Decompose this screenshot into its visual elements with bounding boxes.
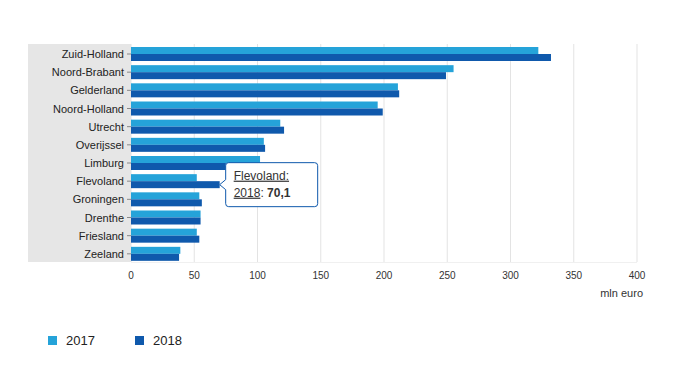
- tick-label: 0: [128, 270, 134, 281]
- tooltip-line: 2018: 70,1: [234, 186, 291, 200]
- tooltip-series: 2018: [234, 186, 261, 200]
- category-label: Groningen: [73, 193, 124, 205]
- bar[interactable]: [131, 254, 179, 261]
- category-label: Noord-Brabant: [52, 66, 124, 78]
- category-tick: [127, 235, 131, 236]
- axis-line: [131, 262, 637, 263]
- category-tick: [127, 199, 131, 200]
- category-label: Limburg: [84, 157, 124, 169]
- tick-label: 150: [312, 270, 329, 281]
- legend-label[interactable]: 2017: [66, 333, 95, 348]
- category-background: [28, 44, 131, 262]
- tooltip-separator: :: [260, 186, 267, 200]
- bar[interactable]: [131, 83, 398, 90]
- tooltip-value: 70,1: [267, 186, 291, 200]
- category-tick: [127, 163, 131, 164]
- category-label: Gelderland: [70, 84, 124, 96]
- bar[interactable]: [131, 247, 180, 254]
- bar[interactable]: [131, 54, 551, 61]
- bar[interactable]: [131, 120, 280, 127]
- category-label: Noord-Holland: [53, 103, 124, 115]
- category-tick: [127, 72, 131, 73]
- category-tick: [127, 90, 131, 91]
- category-tick: [127, 126, 131, 127]
- bar[interactable]: [131, 211, 201, 218]
- category-label: Overijssel: [76, 139, 124, 151]
- bar[interactable]: [131, 138, 264, 145]
- category-label: Flevoland: [76, 175, 124, 187]
- legend-swatch[interactable]: [48, 336, 57, 345]
- axis-title: mln euro: [600, 287, 643, 299]
- bar[interactable]: [131, 90, 399, 97]
- bar[interactable]: [131, 181, 220, 188]
- tick-label: 200: [376, 270, 393, 281]
- tooltip-box: [220, 163, 318, 207]
- category-label: Zeeland: [84, 248, 124, 260]
- tick-label: 350: [565, 270, 582, 281]
- tooltip-title: Flevoland:: [234, 169, 289, 183]
- category-tick: [127, 144, 131, 145]
- bar[interactable]: [131, 109, 383, 116]
- bar[interactable]: [131, 229, 197, 236]
- category-label: Utrecht: [89, 121, 124, 133]
- bar[interactable]: [131, 174, 197, 181]
- grid-line: [573, 44, 574, 262]
- category-tick: [127, 217, 131, 218]
- tick-label: 50: [189, 270, 201, 281]
- bar[interactable]: [131, 156, 260, 163]
- bar[interactable]: [131, 65, 454, 72]
- grid-line: [637, 44, 638, 262]
- category-tick: [127, 253, 131, 254]
- legend-swatch[interactable]: [135, 336, 144, 345]
- category-tick: [127, 181, 131, 182]
- tooltip: Flevoland: 2018: 70,1: [220, 163, 318, 207]
- bar[interactable]: [131, 47, 538, 54]
- category-tick: [127, 54, 131, 55]
- bar[interactable]: [131, 192, 199, 199]
- tick-label: 400: [629, 270, 646, 281]
- legend-label[interactable]: 2018: [153, 333, 182, 348]
- chart: 0 50 100 150 200 250 300 350 400 mln euro Zuid-Hol…: [0, 0, 680, 380]
- bar[interactable]: [131, 72, 446, 79]
- bar[interactable]: [131, 218, 201, 225]
- category-label: Zuid-Holland: [62, 48, 124, 60]
- category-label: Friesland: [79, 230, 124, 242]
- bar[interactable]: [131, 145, 265, 152]
- category-label: Drenthe: [85, 212, 124, 224]
- bar[interactable]: [131, 236, 199, 243]
- bar[interactable]: [131, 102, 378, 109]
- tick-label: 250: [439, 270, 456, 281]
- grid-line: [447, 44, 448, 262]
- bar[interactable]: [131, 199, 202, 206]
- category-tick: [127, 108, 131, 109]
- bar[interactable]: [131, 127, 284, 134]
- grid-line: [510, 44, 511, 262]
- tick-label: 100: [249, 270, 266, 281]
- bars: [131, 47, 551, 261]
- tick-label: 300: [502, 270, 519, 281]
- bar[interactable]: [131, 163, 226, 170]
